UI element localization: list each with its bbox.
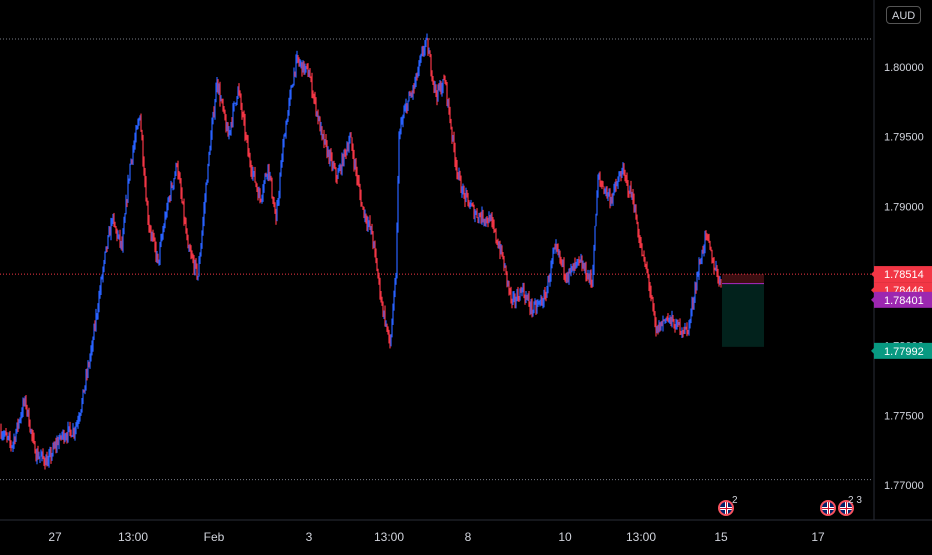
- price-label-bg: [874, 291, 932, 308]
- price-label: 1.78514: [884, 269, 924, 281]
- x-tick-label: 10: [558, 530, 572, 544]
- price-label: 1.78401: [884, 295, 924, 307]
- uk-flag-icon-2[interactable]: [838, 500, 854, 516]
- y-tick-label: 1.77000: [884, 480, 924, 492]
- y-tick-label: 1.79500: [884, 132, 924, 144]
- x-tick-label: 13:00: [118, 530, 148, 544]
- x-tick-label: Feb: [204, 530, 225, 544]
- event-count-badge-2: 2 3: [848, 495, 862, 506]
- y-tick-label: 1.80000: [884, 62, 924, 74]
- price-label-pointer: [871, 271, 874, 278]
- x-tick-label: 13:00: [374, 530, 404, 544]
- take-profit-zone: [722, 283, 764, 347]
- x-tick-label: 3: [306, 530, 313, 544]
- y-tick-label: 1.77500: [884, 410, 924, 422]
- price-label-pointer: [871, 347, 874, 354]
- currency-badge[interactable]: AUD: [886, 6, 922, 24]
- x-tick-label: 27: [48, 530, 62, 544]
- x-tick-label: 17: [811, 530, 825, 544]
- price-label: 1.77992: [884, 346, 924, 358]
- y-tick-label: 1.79000: [884, 201, 924, 213]
- price-label-bg: [874, 342, 932, 359]
- price-label-pointer: [871, 296, 874, 303]
- uk-flag-icon[interactable]: [718, 500, 734, 516]
- stop-loss-zone: [722, 274, 764, 284]
- price-label-pointer: [871, 287, 874, 294]
- au-flag-icon[interactable]: [820, 500, 836, 516]
- x-tick-label: 15: [714, 530, 728, 544]
- x-tick-label: 8: [465, 530, 472, 544]
- x-tick-label: 13:00: [626, 530, 656, 544]
- event-count-badge: 2: [732, 495, 738, 506]
- price-label-bg: [874, 266, 932, 283]
